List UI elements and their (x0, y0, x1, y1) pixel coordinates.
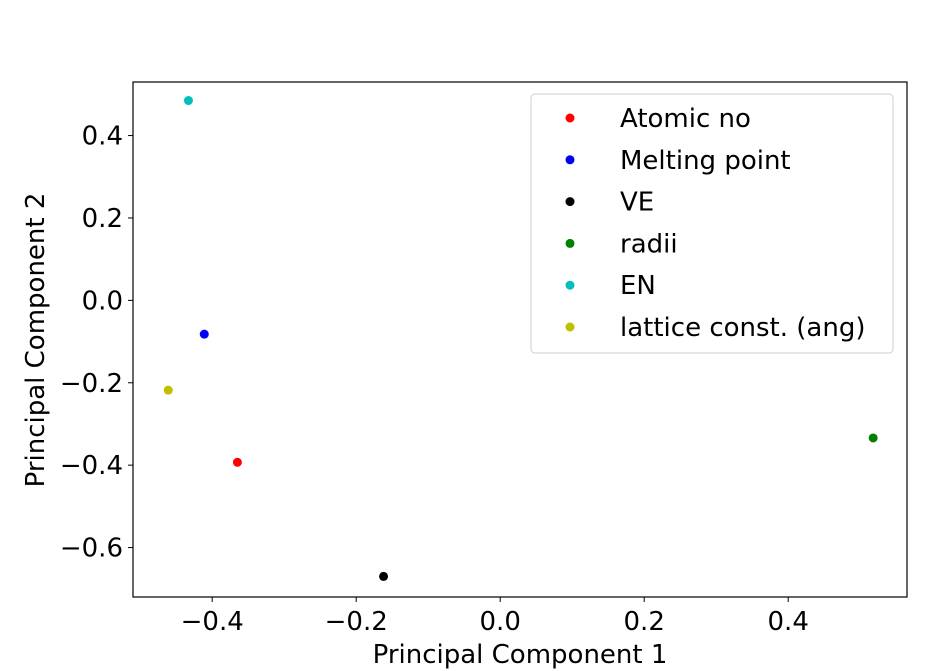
x-tick-label: −0.4 (181, 607, 244, 637)
legend-marker (565, 280, 575, 290)
legend-box (530, 93, 894, 354)
x-tick-label: −0.2 (325, 607, 388, 637)
legend-label: EN (620, 271, 656, 301)
x-tick-label: 0.0 (480, 607, 521, 637)
data-point (199, 329, 209, 339)
x-axis-ticks: −0.4 −0.2 0.0 0.2 0.4 (181, 597, 809, 637)
legend-label: lattice const. (ang) (620, 313, 865, 343)
data-point (232, 457, 242, 467)
legend-marker (565, 155, 575, 165)
data-point (379, 571, 389, 581)
legend: Atomic no Melting point VE radii EN lattice c… (530, 93, 894, 354)
y-tick-label: 0.4 (82, 122, 123, 152)
x-tick-label: 0.2 (624, 607, 665, 637)
legend-label: radii (620, 229, 678, 259)
y-axis-label: Principal Component 2 (21, 193, 51, 488)
data-points (163, 96, 878, 581)
legend-marker (565, 322, 575, 332)
legend-marker (565, 238, 575, 248)
y-tick-label: −0.4 (60, 451, 123, 481)
y-tick-label: 0.2 (82, 204, 123, 234)
legend-label: VE (620, 188, 654, 218)
legend-label: Melting point (620, 146, 791, 176)
plot-frame (132, 81, 908, 598)
y-tick-label: −0.6 (60, 534, 123, 564)
legend-marker (565, 197, 575, 207)
data-point (163, 385, 173, 395)
y-tick-label: −0.2 (60, 369, 123, 399)
x-axis-label: Principal Component 1 (373, 640, 668, 670)
legend-label: Atomic no (620, 104, 751, 134)
data-point (868, 433, 878, 443)
y-axis-ticks: −0.6 −0.4 −0.2 0.0 0.2 0.4 (60, 122, 133, 564)
data-point (183, 96, 193, 106)
legend-marker (565, 113, 575, 123)
x-tick-label: 0.4 (768, 607, 809, 637)
y-tick-label: 0.0 (82, 286, 123, 316)
